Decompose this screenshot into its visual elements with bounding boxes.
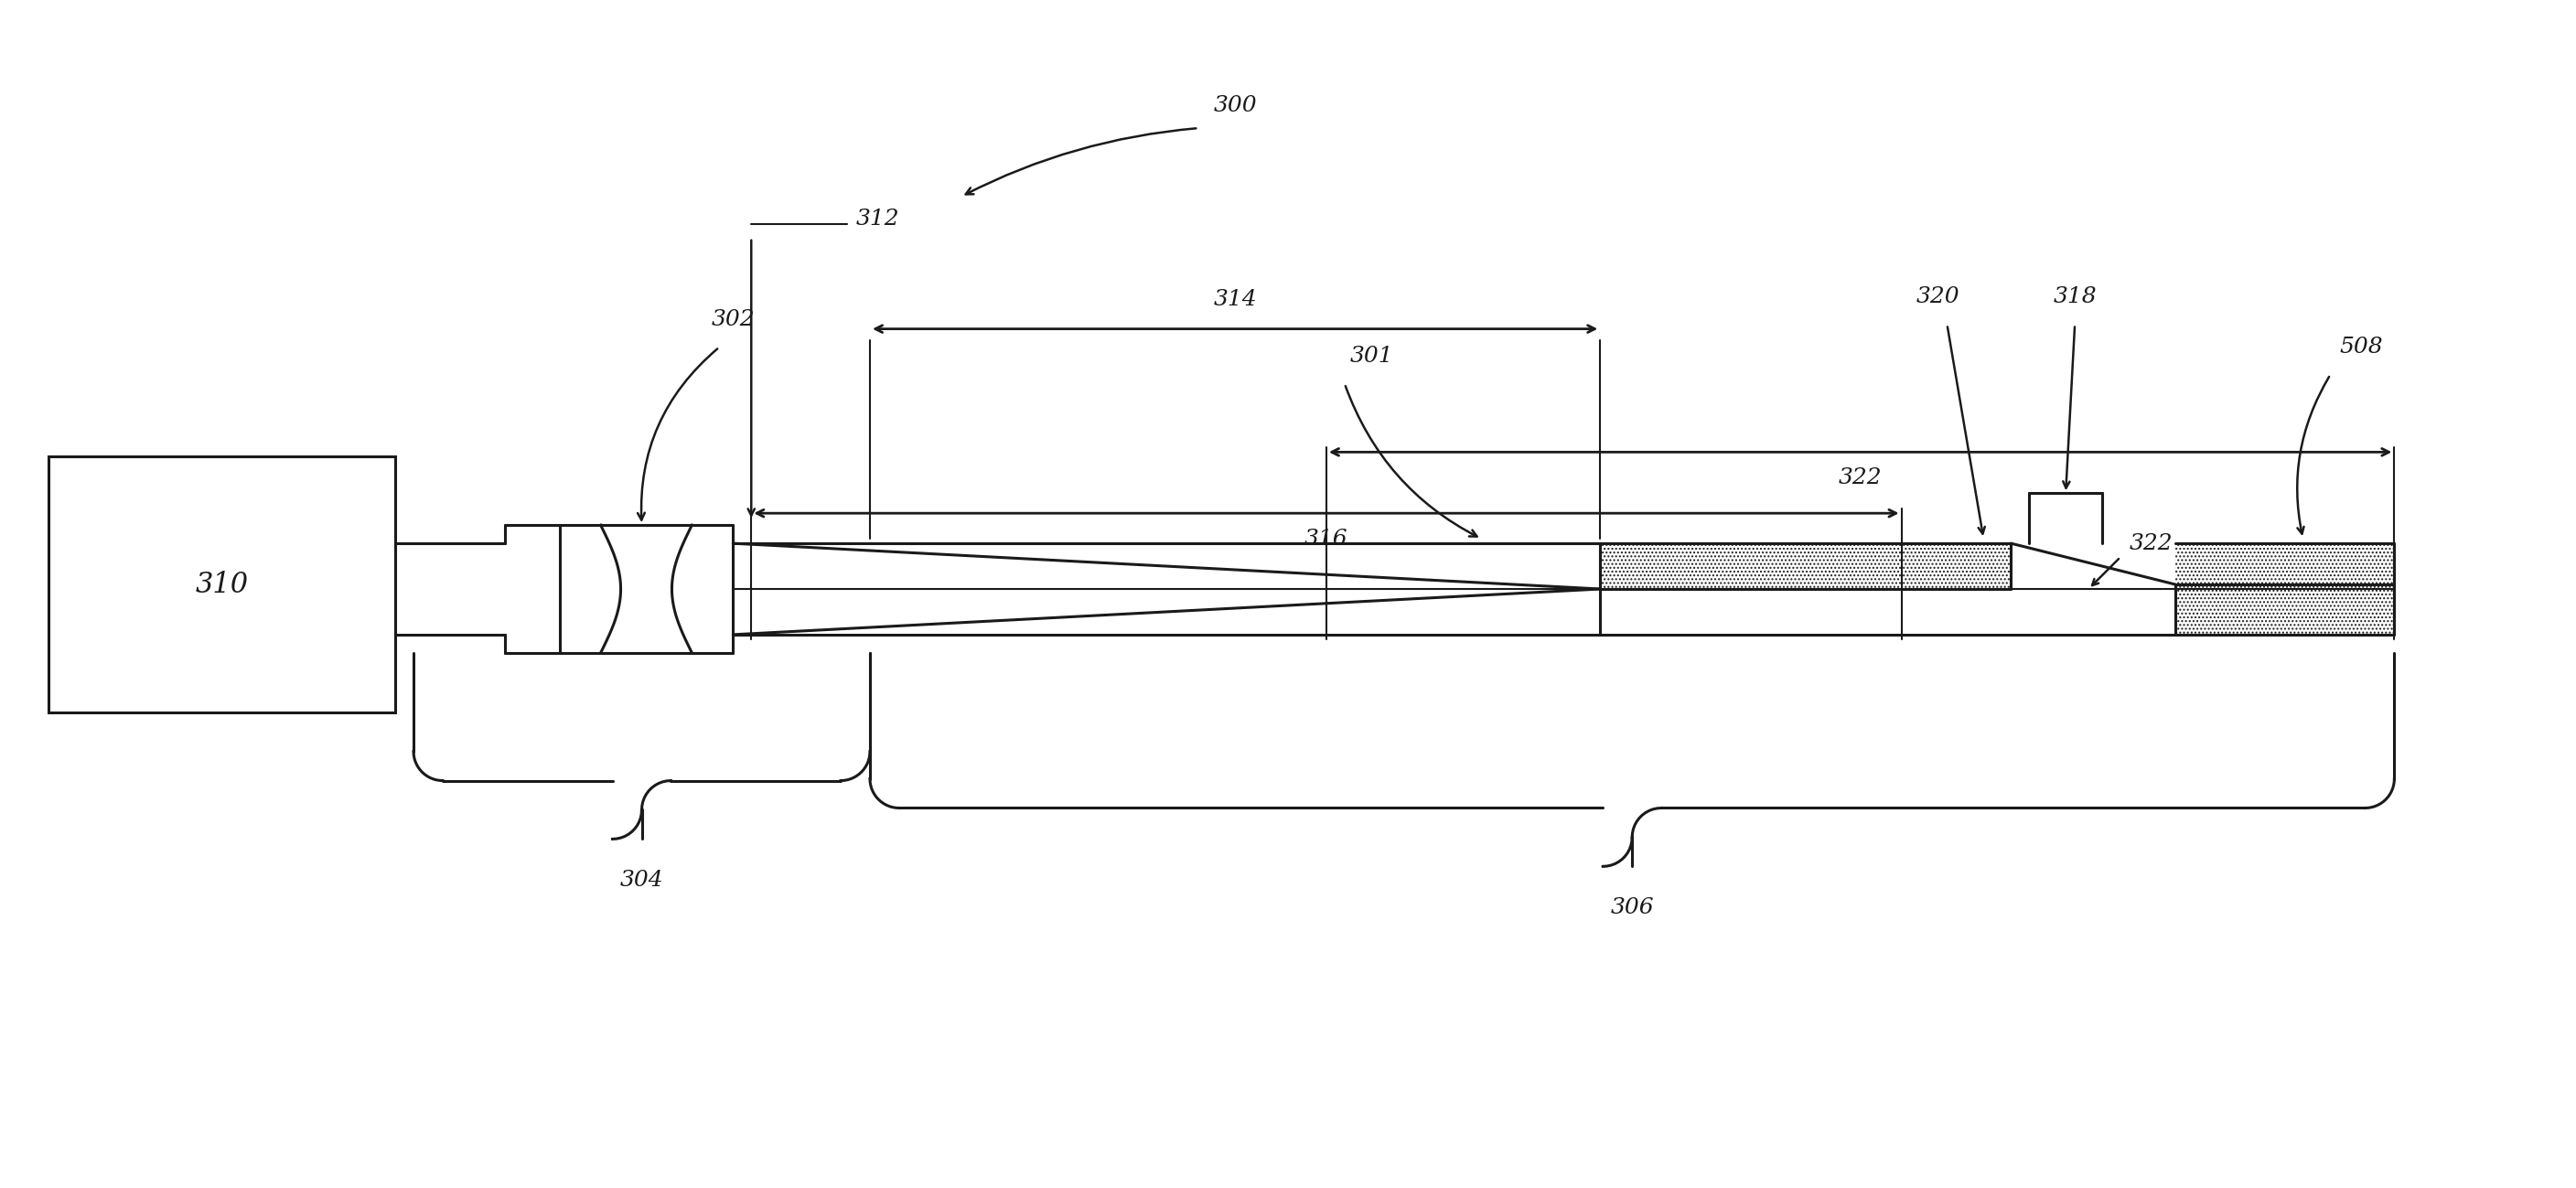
Text: 508: 508 — [2339, 336, 2383, 358]
Text: 306: 306 — [1610, 897, 1654, 918]
Text: 316: 316 — [1303, 529, 1347, 549]
Text: 322: 322 — [1839, 467, 1883, 488]
Text: 310: 310 — [196, 570, 247, 599]
Text: 320: 320 — [1917, 286, 1960, 308]
Text: 322: 322 — [2130, 533, 2174, 554]
Text: 318: 318 — [2053, 286, 2097, 308]
Bar — [1600, 543, 2012, 589]
Text: 314: 314 — [1213, 289, 1257, 310]
Text: 304: 304 — [621, 870, 665, 891]
Text: 301: 301 — [1350, 346, 1394, 367]
Bar — [2174, 543, 2393, 634]
Bar — [49, 456, 394, 712]
Text: 312: 312 — [855, 209, 899, 230]
Text: 300: 300 — [1213, 95, 1257, 115]
Text: 302: 302 — [711, 309, 755, 330]
